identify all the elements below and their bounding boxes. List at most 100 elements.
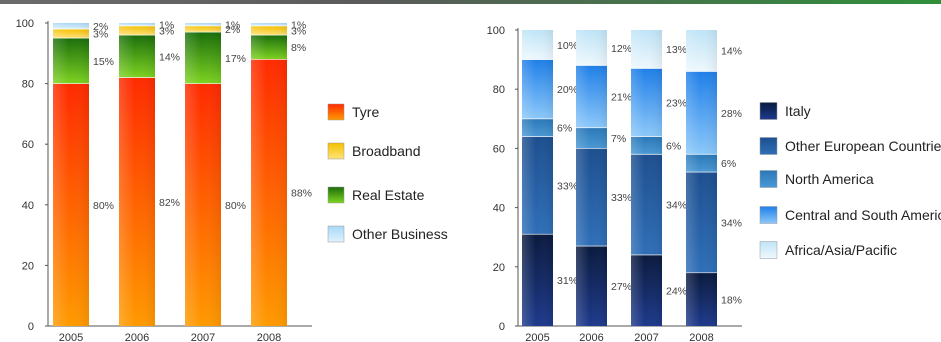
legend-swatch [759, 102, 778, 120]
bar-segment-shine [185, 83, 221, 326]
legend-label: Other Business [352, 226, 448, 242]
data-label-north-america: 7% [611, 133, 626, 145]
x-tick-label: 2005 [59, 332, 83, 342]
bar-segment-shine [522, 118, 553, 137]
data-label-other-european-countries: 33% [557, 180, 578, 192]
bar-segment-shine [522, 30, 553, 60]
legend-label: Tyre [352, 104, 379, 120]
data-label-real-estate: 14% [159, 51, 180, 63]
bar-segment-shine [53, 29, 89, 39]
data-label-broadband: 3% [291, 26, 306, 38]
legend-item-africa-asia-pacific: Africa/Asia/Pacific [759, 241, 897, 259]
bar-segment-shine [119, 35, 155, 78]
data-label-italy: 24% [666, 285, 687, 297]
legend-item-italy: Italy [759, 102, 811, 120]
bar-segment-shine [576, 127, 607, 149]
data-label-broadband: 3% [159, 26, 174, 38]
data-label-tyre: 80% [225, 200, 246, 212]
bar-segment-shine [251, 35, 287, 60]
y-tick-label: 40 [22, 200, 34, 212]
data-label-broadband: 3% [93, 29, 108, 41]
x-tick-label: 2008 [257, 332, 281, 342]
data-label-north-america: 6% [557, 123, 572, 135]
legend-item-other-european-countries: Other European Countries [759, 137, 941, 155]
bar-segment-shine [576, 30, 607, 66]
x-tick-label: 2006 [125, 332, 149, 342]
bar-segment-shine [53, 38, 89, 84]
legend-swatch [327, 225, 345, 243]
bar-segment-shine [631, 254, 662, 326]
data-label-other-business: 1% [159, 20, 174, 32]
data-label-north-america: 6% [666, 140, 681, 152]
bar-segment-shine [686, 272, 717, 326]
y-tick-label: 40 [493, 203, 505, 215]
data-label-italy: 27% [611, 281, 632, 293]
legend-label: Real Estate [352, 187, 425, 203]
bar-segment-shine [522, 234, 553, 326]
bar-segment-shine [251, 26, 287, 36]
x-tick-label: 2006 [579, 332, 603, 342]
geographic-share-chart: 0 20 40 60 80 100 31% 33% 6% 20% 10% 2005 27% 33% 7% 21… [487, 25, 941, 342]
legend-label: Other European Countries [785, 138, 941, 154]
bar-segment-shine [185, 23, 221, 27]
data-label-africa-asia-pacific: 13% [666, 44, 687, 56]
data-label-italy: 18% [721, 294, 742, 306]
y-tick-label: 80 [493, 84, 505, 96]
bar-segment-shine [53, 83, 89, 326]
data-label-other-business: 1% [225, 20, 240, 32]
data-label-other-european-countries: 34% [721, 217, 742, 229]
x-tick-label: 2007 [634, 332, 658, 342]
x-tick-label: 2007 [191, 332, 215, 342]
legend: Tyre Broadband Real Estate Other Business [327, 103, 448, 243]
bar-segment-shine [631, 30, 662, 69]
y-tick-label: 0 [499, 321, 505, 333]
legend-item-tyre: Tyre [327, 103, 379, 121]
y-tick-label: 100 [16, 18, 34, 30]
data-label-central-and-south-america: 20% [557, 84, 578, 96]
legend-item-real-estate: Real Estate [327, 186, 425, 204]
legend-label: Italy [785, 103, 811, 119]
legend-swatch [327, 103, 345, 121]
legend-label: North America [785, 171, 874, 187]
data-label-other-business: 2% [93, 21, 108, 33]
bar-segment-shine [576, 65, 607, 128]
bar-segment-shine [576, 148, 607, 247]
data-label-tyre: 88% [291, 188, 312, 200]
legend: Italy Other European Countries North Ameri… [759, 102, 941, 259]
y-tick-label: 20 [493, 262, 505, 274]
legend-label: Broadband [352, 143, 421, 159]
legend-item-north-america: North America [759, 170, 874, 188]
bar-segment-shine [522, 59, 553, 119]
business-share-chart: 02040608010080%15%3%2%200582%14%3%1%2006… [16, 18, 448, 342]
data-label-other-european-countries: 33% [611, 192, 632, 204]
legend-swatch [759, 206, 778, 224]
bar-segment-shine [53, 23, 89, 30]
data-label-other-european-countries: 34% [666, 200, 687, 212]
bar-segment-shine [251, 23, 287, 27]
y-tick-label: 20 [22, 260, 34, 272]
legend-swatch [327, 186, 345, 204]
bar-segment-shine [686, 172, 717, 273]
data-label-real-estate: 17% [225, 53, 246, 65]
data-label-real-estate: 8% [291, 42, 306, 54]
data-label-broadband: 2% [225, 24, 240, 36]
bar-segment-shine [576, 246, 607, 326]
legend-label: Africa/Asia/Pacific [785, 242, 897, 258]
top-border-line [0, 0, 941, 4]
data-label-other-business: 1% [291, 20, 306, 32]
y-tick-label: 100 [487, 25, 505, 37]
legend-swatch [759, 170, 778, 188]
y-tick-label: 80 [22, 79, 34, 91]
legend-item-other-business: Other Business [327, 225, 448, 243]
data-label-north-america: 6% [721, 158, 736, 170]
data-label-central-and-south-america: 28% [721, 108, 742, 120]
legend-label: Central and South America [785, 207, 941, 223]
data-label-tyre: 82% [159, 197, 180, 209]
bar-segment-shine [185, 26, 221, 33]
bar-segment-shine [522, 136, 553, 235]
legend-item-broadband: Broadband [327, 142, 421, 160]
x-tick-label: 2005 [525, 332, 549, 342]
y-tick-label: 60 [22, 139, 34, 151]
bar-segment-shine [119, 26, 155, 36]
legend-swatch [759, 137, 778, 155]
